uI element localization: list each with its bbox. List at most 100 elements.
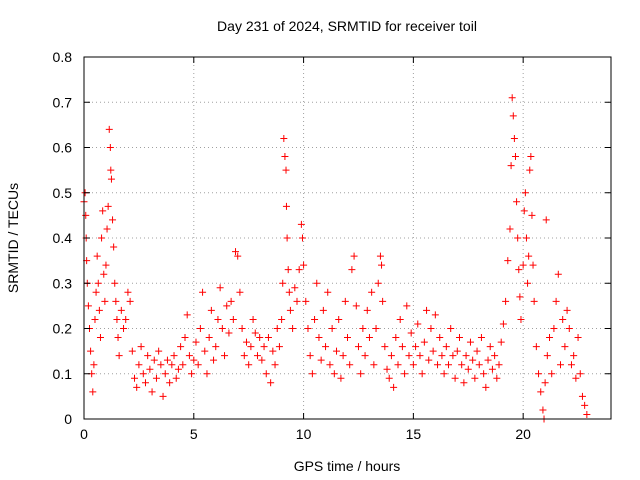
data-point: [552, 297, 560, 305]
data-point: [99, 207, 107, 215]
data-point: [311, 315, 319, 323]
data-point: [425, 356, 433, 364]
data-point: [242, 338, 250, 346]
data-point: [100, 270, 108, 278]
data-point: [141, 379, 149, 387]
data-point: [416, 352, 424, 360]
data-point: [258, 356, 266, 364]
data-point: [447, 325, 455, 332]
data-point: [458, 361, 466, 369]
data-point: [486, 343, 494, 351]
data-point: [225, 329, 233, 337]
data-point: [166, 379, 174, 387]
data-point: [370, 361, 378, 369]
data-point: [576, 370, 584, 378]
data-point: [507, 162, 515, 170]
data-point: [385, 374, 393, 382]
data-point: [574, 334, 582, 342]
data-point: [245, 361, 253, 369]
data-point: [352, 302, 360, 310]
data-point: [423, 306, 431, 314]
data-point: [232, 248, 240, 256]
data-point: [514, 234, 522, 242]
data-point: [583, 410, 591, 418]
data-point: [330, 370, 338, 378]
data-point: [546, 334, 554, 342]
data-point: [394, 361, 402, 369]
data-point: [471, 374, 479, 382]
data-point: [101, 297, 109, 305]
data-point: [335, 315, 343, 323]
data-point: [110, 243, 118, 251]
data-point: [543, 352, 551, 360]
data-point: [284, 266, 292, 274]
data-point: [348, 266, 356, 274]
data-point: [102, 261, 110, 269]
data-point: [251, 329, 259, 337]
y-axis-ticks: 0 0.1 0.2 0.3 0.4 0.5 0.6 0.7 0.8: [53, 49, 611, 427]
data-point: [317, 356, 325, 364]
data-point: [346, 361, 354, 369]
data-point: [216, 284, 224, 292]
data-point: [281, 153, 289, 161]
data-point: [491, 352, 499, 360]
data-point: [530, 297, 538, 305]
data-point: [207, 306, 215, 314]
data-point: [144, 352, 152, 360]
data-point: [170, 352, 178, 360]
data-point: [94, 279, 102, 287]
data-point: [271, 361, 279, 369]
data-point: [128, 347, 136, 355]
data-point: [464, 365, 472, 373]
data-point: [96, 334, 104, 342]
data-point: [267, 379, 275, 387]
data-point: [199, 288, 207, 296]
data-point: [253, 352, 261, 360]
data-point: [146, 365, 154, 373]
data-point: [418, 370, 426, 378]
data-point: [308, 370, 316, 378]
data-point: [133, 383, 141, 391]
data-point: [497, 338, 505, 346]
data-point: [137, 343, 145, 351]
data-point: [401, 370, 409, 378]
data-point: [532, 343, 540, 351]
data-point: [212, 343, 220, 351]
data-point: [214, 315, 222, 323]
data-point: [234, 252, 242, 260]
y-tick-label: 0.6: [53, 140, 73, 156]
data-point: [124, 288, 132, 296]
data-point: [89, 388, 97, 396]
y-tick-label: 0.3: [53, 275, 73, 291]
data-point: [565, 325, 573, 332]
data-point: [520, 207, 528, 215]
data-point: [163, 356, 171, 364]
data-point: [581, 401, 589, 409]
data-point: [104, 202, 112, 210]
data-point: [114, 334, 122, 342]
data-point: [438, 352, 446, 360]
data-point: [107, 166, 115, 174]
data-point: [221, 352, 229, 360]
data-point: [324, 288, 332, 296]
data-point: [218, 325, 226, 332]
data-point: [109, 216, 117, 224]
data-point: [460, 379, 468, 387]
data-point: [115, 352, 123, 360]
data-point: [527, 153, 535, 161]
data-point: [466, 338, 474, 346]
data-point: [177, 343, 185, 351]
data-point: [453, 347, 461, 355]
data-point: [181, 334, 189, 342]
data-point: [572, 374, 580, 382]
data-point: [567, 361, 575, 369]
data-point: [484, 356, 492, 364]
data-point: [337, 374, 345, 382]
data-point: [434, 361, 442, 369]
data-point: [383, 365, 391, 373]
data-point: [519, 261, 527, 269]
data-point: [524, 279, 532, 287]
data-point: [513, 198, 521, 206]
data-point: [449, 352, 457, 360]
